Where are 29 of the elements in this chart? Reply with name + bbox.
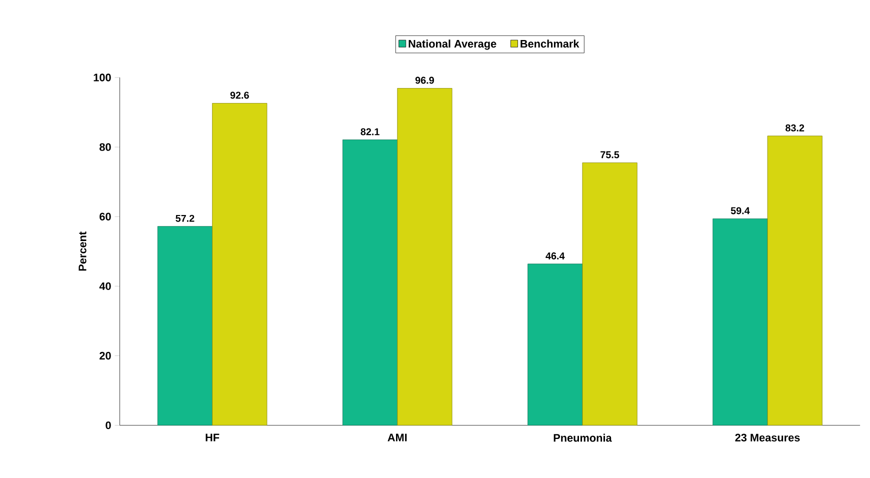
- bar: [212, 103, 268, 426]
- data-label: 82.1: [360, 128, 380, 136]
- bar: [342, 140, 398, 426]
- y-tick-label: 100: [94, 74, 111, 82]
- data-label: 59.4: [730, 207, 750, 214]
- data-label: 46.4: [546, 252, 565, 260]
- bar: [767, 136, 822, 426]
- data-label: 57.2: [176, 214, 194, 222]
- data-label: 96.9: [415, 76, 434, 84]
- y-tick-label: 80: [100, 143, 111, 151]
- data-label: 92.6: [230, 92, 249, 99]
- bar: [712, 218, 768, 426]
- bar: [528, 264, 583, 426]
- x-tick-label: AMI: [388, 434, 407, 442]
- y-tick-label: 20: [100, 352, 111, 360]
- y-tick-label: 40: [99, 282, 111, 290]
- bar: [157, 226, 213, 426]
- legend-label: Benchmark: [520, 40, 580, 48]
- y-axis-title: Percent: [78, 232, 86, 271]
- x-tick-label: HF: [206, 434, 220, 442]
- bar: [582, 162, 638, 426]
- y-tick-label: 0: [106, 421, 111, 430]
- legend-label: National Average: [408, 40, 496, 50]
- data-label: 83.2: [786, 124, 804, 132]
- x-tick-label: 23 Measures: [735, 434, 800, 442]
- data-label: 75.5: [600, 151, 620, 158]
- y-tick-label: 60: [100, 212, 111, 220]
- bar: [397, 88, 452, 426]
- x-tick-label: Pneumonia: [554, 434, 612, 442]
